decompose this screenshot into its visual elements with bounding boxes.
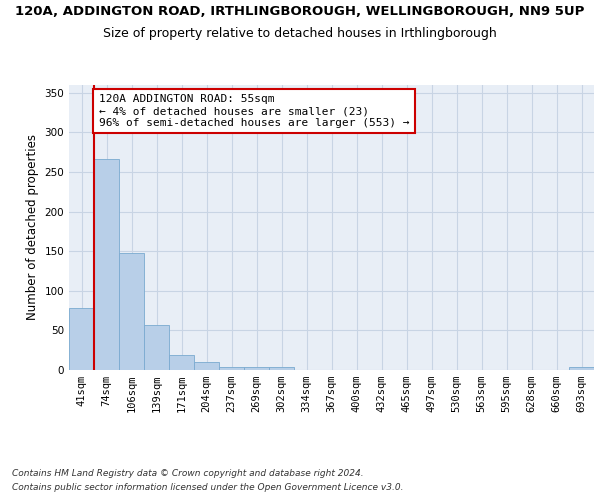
Text: Contains HM Land Registry data © Crown copyright and database right 2024.: Contains HM Land Registry data © Crown c…	[12, 468, 364, 477]
Bar	[144, 325, 169, 370]
Bar	[169, 355, 194, 370]
Text: Size of property relative to detached houses in Irthlingborough: Size of property relative to detached ho…	[103, 28, 497, 40]
Bar	[269, 367, 294, 370]
Bar	[219, 367, 244, 370]
Bar	[244, 367, 269, 370]
Bar	[119, 253, 144, 370]
Bar	[569, 367, 594, 370]
Text: 120A, ADDINGTON ROAD, IRTHLINGBOROUGH, WELLINGBOROUGH, NN9 5UP: 120A, ADDINGTON ROAD, IRTHLINGBOROUGH, W…	[16, 5, 584, 18]
Bar	[194, 362, 219, 370]
Text: 120A ADDINGTON ROAD: 55sqm
← 4% of detached houses are smaller (23)
96% of semi-: 120A ADDINGTON ROAD: 55sqm ← 4% of detac…	[99, 94, 409, 128]
Text: Contains public sector information licensed under the Open Government Licence v3: Contains public sector information licen…	[12, 484, 404, 492]
Y-axis label: Number of detached properties: Number of detached properties	[26, 134, 39, 320]
Bar	[94, 158, 119, 370]
Bar	[69, 308, 94, 370]
